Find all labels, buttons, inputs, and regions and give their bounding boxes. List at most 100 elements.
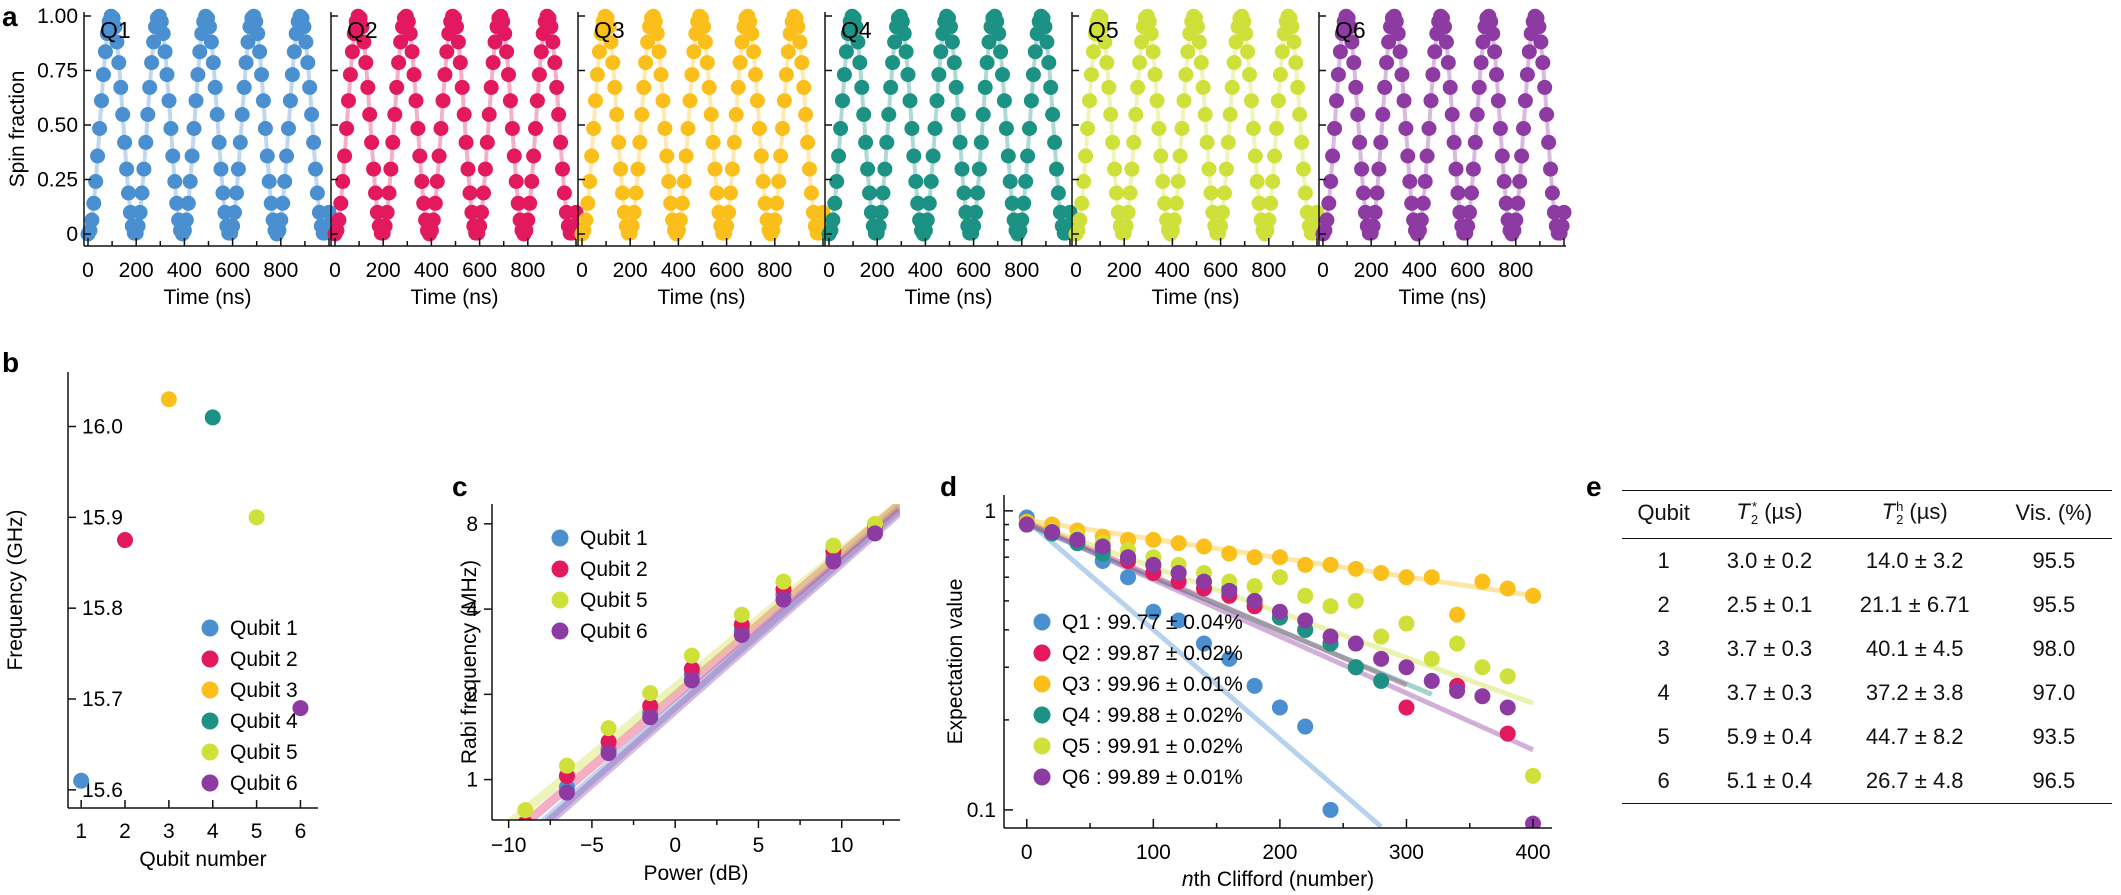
y-tick-label: 0.75 [37,60,78,83]
data-point [1373,564,1390,581]
table-cell: 5.1 ± 0.4 [1705,759,1834,805]
data-point [1083,67,1099,83]
y-tick-label: 16.0 [82,416,123,439]
data-point [341,93,356,109]
data-point [88,174,104,189]
x-tick-label: 400 [167,259,202,282]
data-point [1221,650,1238,667]
data-point [1151,121,1167,136]
data-point [275,195,291,211]
data-point [588,93,603,109]
data-point [1321,195,1337,211]
x-axis-label: nth Clifford (number) [1182,868,1374,891]
data-point [1375,107,1391,122]
data-point [155,26,171,42]
table-cell: 3.7 ± 0.3 [1726,680,1813,706]
data-point [902,93,918,109]
legend-marker [551,591,569,609]
x-tick-label: 200 [366,259,401,282]
data-point [1176,93,1192,109]
data-point [485,55,501,71]
table-cell: 14.0 ± 3.2 [1865,548,1964,574]
data-point [1195,635,1212,652]
data-point [1388,14,1404,30]
data-point [1128,107,1144,122]
data-point [1467,134,1483,150]
data-point [1537,79,1553,95]
data-point [257,121,273,136]
data-point [1025,67,1041,83]
data-point [1449,635,1466,652]
data-point [879,134,895,150]
data-point [342,67,358,83]
data-point [1240,44,1256,60]
subpanel-title: Q2 [347,17,378,43]
data-point [1398,659,1415,676]
data-point [925,148,941,164]
data-point [767,212,783,228]
data-point [377,218,393,234]
data-point [943,19,958,35]
data-point [308,161,323,177]
data-point [184,148,200,164]
data-point [862,185,877,201]
y-tick-label: 0.50 [37,114,78,137]
x-tick-label: 0 [669,834,681,857]
data-point [1037,19,1053,35]
data-point [549,79,565,95]
data-point [651,44,667,60]
data-point [624,218,640,234]
data-point [1014,212,1030,228]
data-point [1246,549,1263,566]
data-point [531,67,547,83]
data-point [1350,107,1366,122]
data-point [1195,79,1211,95]
data-point [1369,185,1385,201]
data-point [207,79,223,95]
data-point [1373,650,1390,667]
legend-marker [201,619,219,637]
data-point [366,161,382,177]
data-point [848,19,864,35]
data-point [1469,107,1485,122]
x-tick-label: 100 [1136,841,1171,864]
data-point [655,93,671,109]
subpanel-q3: 0 200 400 600 800 Time (ns) Q3 [574,8,831,309]
data-point [416,195,432,211]
table-cell: 97.0 [2032,680,2076,706]
data-point [1122,185,1138,201]
data-point [364,134,380,150]
header-subsup: * 2 [1751,500,1758,526]
data-point [923,174,939,189]
data-point [1170,612,1187,629]
data-point [721,204,736,220]
data-point [1322,598,1339,615]
x-tick-label: 200 [860,259,895,282]
data-point [1195,538,1212,555]
data-point [952,134,968,150]
data-point [248,509,265,526]
data-point [1444,107,1460,122]
data-point [1525,587,1542,604]
data-point [989,14,1005,30]
header-symbol: T [1736,499,1750,524]
data-point [558,757,575,774]
data-point [1544,185,1560,201]
data-point [1348,79,1364,95]
data-point [502,93,518,109]
data-point [1398,615,1415,632]
data-point [1415,195,1431,211]
data-point [1329,93,1344,109]
data-point [749,93,765,109]
data-point [1510,195,1526,211]
data-point [161,93,177,109]
x-axis-label-italic: n [1182,868,1194,891]
data-point [1322,628,1339,645]
data-point [383,161,399,177]
data-point [543,19,559,35]
x-tick-label: 800 [1004,259,1039,282]
data-point [956,185,972,201]
data-point [73,772,90,789]
y-tick-label: 0 [66,223,78,246]
